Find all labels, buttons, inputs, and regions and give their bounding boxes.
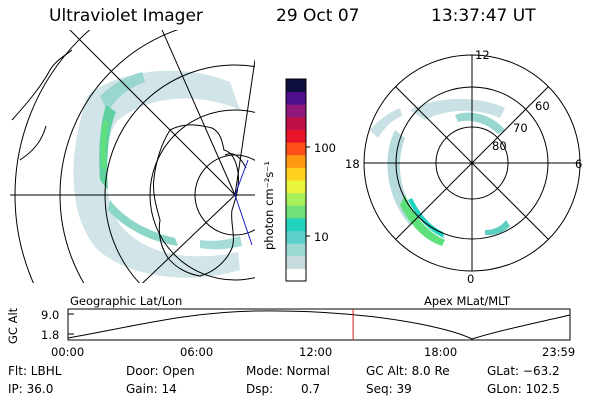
- sun-direction: [234, 159, 253, 246]
- colorbar-segment: [286, 154, 306, 168]
- geographic-map: [10, 30, 255, 283]
- aurora-image-geo: [73, 70, 242, 278]
- ip-info: IP: 36.0: [8, 382, 54, 396]
- colorbar-segment: [286, 255, 306, 269]
- dsp-value: 0.7: [301, 382, 321, 396]
- altitude-timeline: [67, 308, 571, 341]
- mlat-grid: [363, 54, 581, 272]
- mlt-label-18: 18: [345, 157, 360, 171]
- glon-info: GLon: 102.5: [487, 382, 560, 396]
- date-label: 29 Oct 07: [276, 6, 360, 26]
- dsp-label: Dsp:: [246, 382, 274, 396]
- colorbar-segment: [286, 217, 306, 231]
- timeline-ylabel: GC Alt: [6, 307, 20, 344]
- colorbar-segment: [286, 104, 306, 118]
- colorbar-segment: [286, 230, 306, 244]
- geographic-caption: Geographic Lat/Lon: [70, 294, 183, 308]
- colorbar-segment: [286, 243, 306, 257]
- timeline-ytick-low: 1.8: [41, 328, 60, 342]
- mlat-label-70: 70: [513, 121, 528, 135]
- altitude-curve: [67, 310, 571, 340]
- glat-info: GLat: −63.2: [487, 364, 560, 378]
- colorbar-segment: [286, 268, 306, 282]
- mlat-label-80: 80: [492, 139, 507, 153]
- mlt-label-12: 12: [475, 48, 490, 62]
- filter-info: Flt: LBHL: [8, 364, 62, 378]
- colorbar-segment: [286, 205, 306, 219]
- mlat-label-60: 60: [535, 99, 550, 113]
- mlt-label-0: 0: [467, 272, 475, 286]
- colorbar-unit-label: photon cm⁻²s⁻¹: [262, 161, 276, 250]
- colorbar-tick-100: 100: [314, 141, 336, 155]
- colorbar: [285, 78, 310, 282]
- mode-info: Mode: Normal: [246, 364, 330, 378]
- gc-alt-info: GC Alt: 8.0 Re: [366, 364, 450, 378]
- colorbar-segment: [286, 192, 306, 206]
- timeline-xtick-0000: 00:00: [51, 345, 85, 359]
- timeline-xtick-1200: 12:00: [299, 345, 333, 359]
- timeline-ytick-high: 9.0: [41, 308, 60, 322]
- time-label: 13:37:47 UT: [431, 6, 536, 26]
- seq-info: Seq: 39: [366, 382, 412, 396]
- colorbar-segment: [286, 142, 306, 156]
- colorbar-tick-10: 10: [314, 230, 329, 244]
- mlt-label-6: 6: [575, 157, 583, 171]
- colorbar-segment: [286, 180, 306, 194]
- colorbar-segment: [286, 116, 306, 130]
- latlon-grid: [10, 30, 255, 283]
- gain-info: Gain: 14: [126, 382, 177, 396]
- apex-caption: Apex MLat/MLT: [424, 294, 511, 308]
- colorbar-segment: [286, 167, 306, 181]
- timeline-xtick-0600: 06:00: [180, 345, 214, 359]
- timeline-xtick-1800: 18:00: [424, 345, 458, 359]
- door-info: Door: Open: [126, 364, 195, 378]
- apex-mlat-mlt-map: [363, 54, 581, 272]
- colorbar-segment: [286, 79, 306, 93]
- colorbar-segment: [286, 91, 306, 105]
- app-title: Ultraviolet Imager: [49, 6, 203, 26]
- aurora-image-mag: [370, 98, 510, 246]
- colorbar-segment: [286, 129, 306, 143]
- timeline-xtick-2359: 23:59: [542, 345, 576, 359]
